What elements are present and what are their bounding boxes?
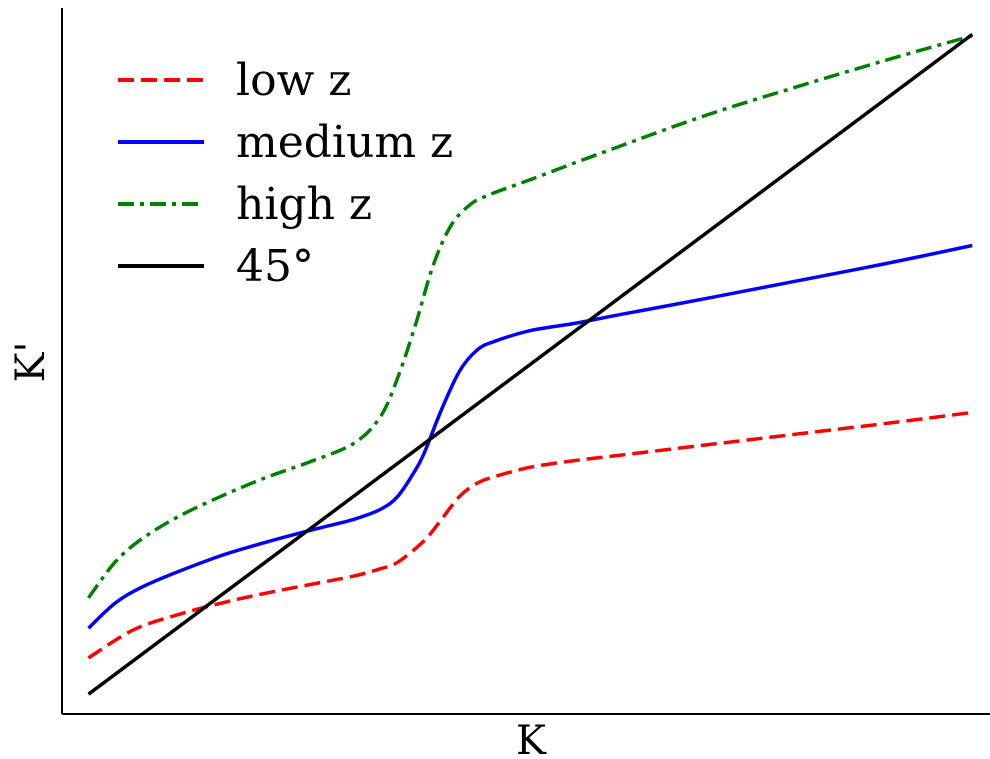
series-line-0: [87, 410, 973, 660]
series-layer: [87, 32, 974, 696]
legend-label-0: low z: [236, 55, 351, 106]
legend-label-3: 45°: [236, 241, 314, 292]
legend-label-2: high z: [236, 179, 372, 230]
series-line-3: [87, 32, 974, 696]
series-line-2: [87, 34, 973, 599]
legend: low z medium z high z 45°: [118, 55, 453, 292]
y-axis-label: K': [8, 342, 54, 383]
legend-label-1: medium z: [236, 117, 453, 168]
plot-area: [61, 8, 990, 715]
x-axis-label: K: [516, 718, 547, 759]
series-line-1: [87, 243, 973, 630]
